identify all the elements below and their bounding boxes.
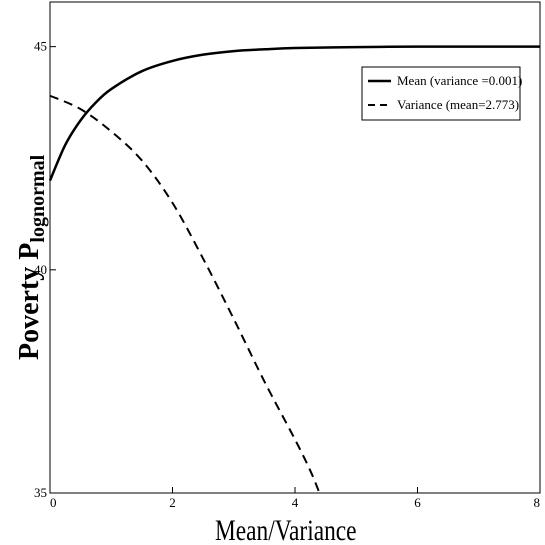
x-tick-label: 0 bbox=[50, 495, 57, 510]
legend-box bbox=[361, 66, 521, 121]
x-tick-label: 8 bbox=[534, 495, 541, 510]
y-tick-label: 35 bbox=[34, 485, 47, 500]
series-line-variance bbox=[49, 94, 321, 494]
x-tick-label: 6 bbox=[414, 495, 421, 510]
legend-label-variance: Variance (mean=2.773) bbox=[397, 97, 519, 112]
series-line-mean bbox=[48, 45, 540, 182]
y-axis-ticks: 35 40 45 bbox=[34, 39, 56, 500]
y-tick-label: 40 bbox=[34, 262, 47, 277]
x-axis-title: Mean/Variance bbox=[215, 513, 357, 545]
legend-label-mean: Mean (variance =0.001) bbox=[397, 73, 522, 88]
x-tick-label: 4 bbox=[292, 495, 299, 510]
y-axis-title: Poverty Plognormal bbox=[14, 154, 49, 360]
series-lines bbox=[48, 45, 540, 494]
x-tick-label: 2 bbox=[169, 495, 176, 510]
y-axis-title-subscript: lognormal bbox=[27, 154, 49, 242]
x-axis-ticks: 0 2 4 6 8 bbox=[49, 487, 541, 510]
legend: Mean (variance =0.001) Variance (mean=2.… bbox=[361, 66, 522, 121]
y-tick-label: 45 bbox=[34, 39, 47, 54]
y-axis-title-main: Poverty P bbox=[14, 243, 45, 360]
